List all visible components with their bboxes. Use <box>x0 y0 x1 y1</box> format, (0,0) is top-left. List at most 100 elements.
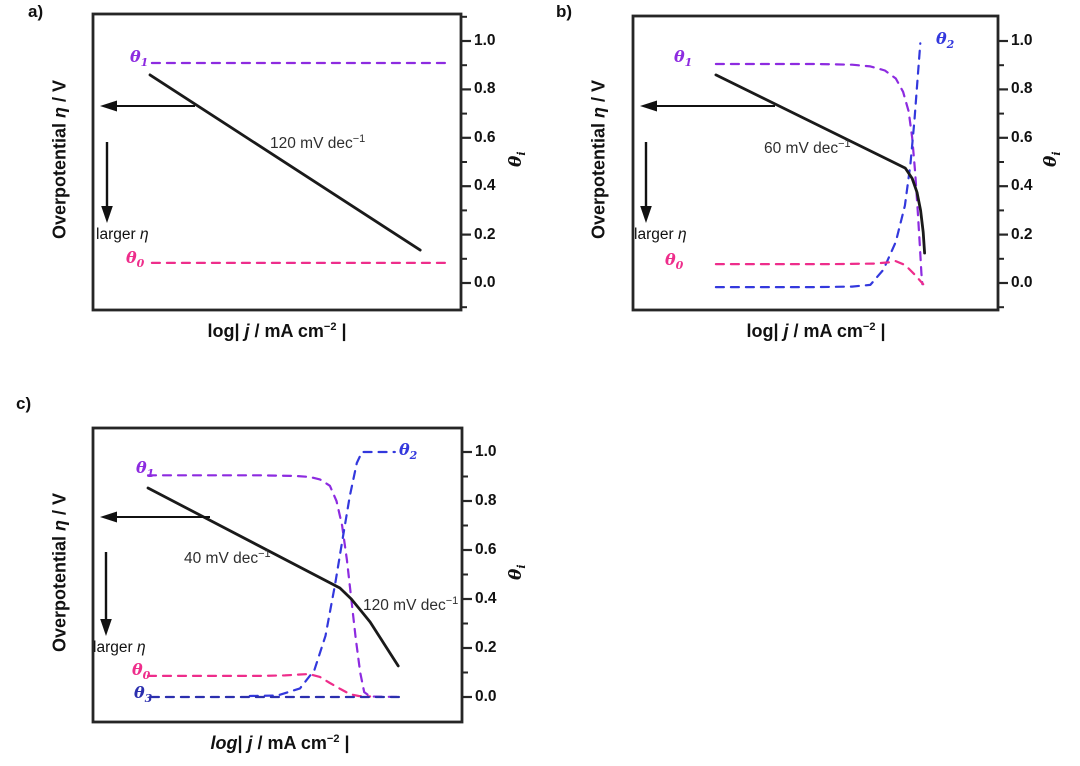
theta-symbol: θ <box>134 683 145 702</box>
theta-subscript: 1 <box>146 467 155 481</box>
exponent: −2 <box>323 321 337 333</box>
panel-b-right-axis-label: θi <box>1041 129 1063 189</box>
slope-exponent: −1 <box>445 595 459 607</box>
theta-symbol: θ <box>399 440 410 459</box>
panel-a-slope-label: 120 mV dec−1 <box>270 133 365 153</box>
panel-a-tag: a) <box>28 2 44 21</box>
panel-c-right-tick-label: 0.2 <box>475 639 497 656</box>
yaxis-unit: / V <box>588 79 609 107</box>
panel-b-theta2-label: θ2 <box>936 29 954 51</box>
data-curves <box>146 42 926 699</box>
panel-a-tafel-curve <box>148 73 422 252</box>
slope-text: 120 mV dec <box>270 135 353 153</box>
annotation-arrows <box>100 100 775 636</box>
slope-exponent: −1 <box>352 133 366 145</box>
abs-bar: | <box>339 733 350 753</box>
slope-text: 120 mV dec <box>363 597 446 615</box>
j-symbol: j <box>247 733 253 753</box>
j-symbol: j <box>244 321 250 341</box>
panel-b-theta0-label: θ0 <box>665 250 684 273</box>
panel-a-larger-eta-label: larger η <box>96 226 149 244</box>
yaxis-text: Overpotential <box>49 118 70 240</box>
panel-c-slope120-label: 120 mV dec−1 <box>363 595 458 615</box>
abs-bar: | <box>234 321 245 341</box>
panel-c-right-tick-label: 1.0 <box>475 443 497 460</box>
panel-c-theta2-label: θ2 <box>399 440 417 462</box>
panel-c-right-axis-label: θi <box>506 542 528 602</box>
panel-b-larger-eta-label: larger η <box>634 226 687 244</box>
theta-subscript: 0 <box>675 259 684 273</box>
panel-b-tag: b) <box>556 2 573 21</box>
panel-b-right-tick-label: 0.4 <box>1011 177 1033 195</box>
theta-symbol: θ <box>665 250 676 269</box>
theta-subscript: i <box>515 564 529 569</box>
abs-bar: | <box>237 733 248 753</box>
panel-a-right-tick-label: 0.0 <box>474 274 496 291</box>
abs-bar: | <box>773 321 784 341</box>
exponent: −2 <box>326 733 340 745</box>
yaxis-unit: / V <box>49 492 70 520</box>
slope-exponent: −1 <box>258 548 271 560</box>
larger-text: larger <box>634 226 678 243</box>
panel-a-left-arrow-head <box>100 100 117 112</box>
eta-symbol: η <box>136 639 146 656</box>
panel-b-right-tick-label: 0.2 <box>1011 225 1033 243</box>
theta-symbol: θ <box>130 47 141 66</box>
panel-b-xaxis-label: log| j / mA cm−2 | <box>676 321 956 342</box>
theta-symbol: θ <box>936 29 947 48</box>
panel-c-xaxis-label: log| j / mA cm−2 | <box>140 733 420 754</box>
slope-exponent: −1 <box>838 138 851 150</box>
axis-ticks <box>461 15 1008 699</box>
slope-text: 40 mV dec <box>184 550 259 568</box>
panel-b-right-tick-label: 0.6 <box>1011 128 1033 146</box>
theta-subscript: 0 <box>142 669 151 683</box>
panel-b-theta2-curve <box>714 42 922 289</box>
panel-a-right-tick-label: 0.2 <box>474 225 496 243</box>
panel-c-left-arrow-head <box>100 511 117 523</box>
panel-b-theta0-curve <box>714 259 925 286</box>
panel-a-down-arrow-head <box>101 206 113 223</box>
eta-symbol: η <box>49 520 70 531</box>
theta-subscript: 0 <box>136 257 145 271</box>
panel-c-yaxis-label: Overpotential η / V <box>50 423 71 723</box>
panel-b-right-tick-label: 0.8 <box>1011 80 1033 98</box>
panel-c-down-arrow-head <box>100 619 112 636</box>
panel-a-right-tick-label: 0.6 <box>474 128 496 146</box>
panel-c-slope40-label: 40 mV dec−1 <box>184 548 271 568</box>
theta-symbol: θ <box>505 155 526 167</box>
panel-a-theta1-label: θ1 <box>130 47 148 69</box>
panel-b-tafel-curve <box>714 73 926 255</box>
log-text: log <box>207 321 235 341</box>
larger-text: larger <box>96 226 140 243</box>
abs-bar: | <box>336 321 347 341</box>
plot-boxes <box>91 12 1000 724</box>
panel-b-slope-label: 60 mV dec−1 <box>764 138 851 158</box>
log-text: log <box>746 321 774 341</box>
eta-symbol: η <box>677 226 687 243</box>
panel-b-theta1-curve <box>714 62 924 286</box>
yaxis-unit: / V <box>49 79 70 107</box>
panel-c-tag: c) <box>16 394 32 413</box>
larger-text: larger <box>93 639 137 656</box>
eta-symbol: η <box>588 107 609 118</box>
unit-text: / mA cm <box>788 321 863 341</box>
theta-symbol: θ <box>505 568 526 580</box>
theta-subscript: 3 <box>144 692 153 706</box>
panel-a-theta0-label: θ0 <box>126 248 145 271</box>
exponent: −2 <box>862 321 876 333</box>
panel-c-theta1-curve <box>146 474 402 699</box>
theta-symbol: θ <box>674 47 685 66</box>
panel-c-larger-eta-label: larger η <box>93 639 146 657</box>
yaxis-text: Overpotential <box>49 531 70 653</box>
panel-b-right-tick-label: 1.0 <box>1011 32 1033 49</box>
eta-symbol: η <box>49 107 70 118</box>
unit-text: / mA cm <box>252 733 327 753</box>
panel-b-down-arrow-head <box>640 206 652 223</box>
theta-subscript: i <box>1050 151 1064 156</box>
panel-c-theta0-curve <box>146 672 372 698</box>
theta-symbol: θ <box>126 248 137 267</box>
panel-b-right-tick-label: 0.0 <box>1011 274 1033 291</box>
yaxis-text: Overpotential <box>588 118 609 240</box>
